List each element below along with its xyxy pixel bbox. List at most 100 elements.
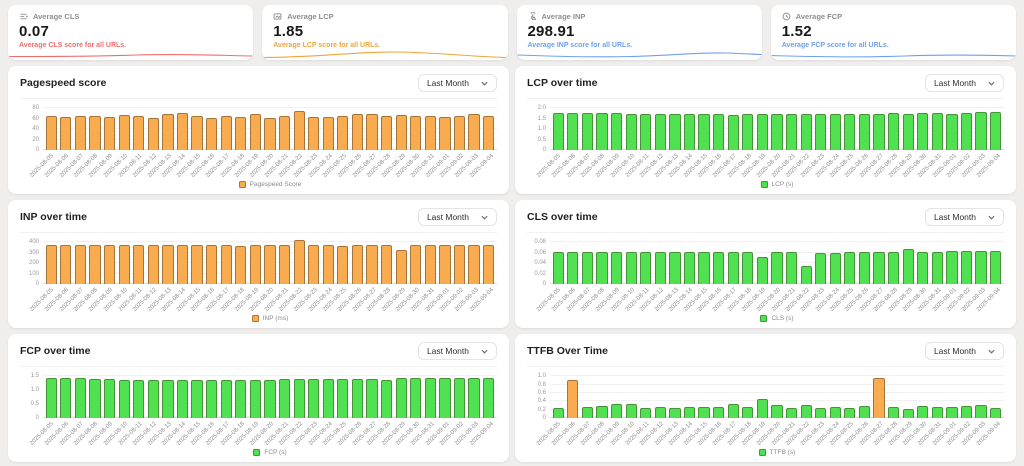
bar-2025-09-02[interactable] <box>960 112 973 150</box>
bar-2025-08-18[interactable] <box>235 117 247 150</box>
bar-2025-09-04[interactable] <box>483 245 495 284</box>
bar-2025-08-07[interactable] <box>74 245 87 284</box>
bar-2025-08-13[interactable] <box>162 244 174 284</box>
bar-2025-08-17[interactable] <box>220 379 232 418</box>
bar-2025-08-12[interactable] <box>654 114 666 150</box>
bar-2025-08-25[interactable] <box>844 114 856 150</box>
bar-2025-08-28[interactable] <box>380 245 393 284</box>
bar-2025-08-28[interactable] <box>887 113 900 150</box>
bar-2025-09-01[interactable] <box>946 113 958 150</box>
bar-2025-08-14[interactable] <box>176 379 189 418</box>
bar-2025-08-30[interactable] <box>410 245 422 284</box>
bar-2025-08-13[interactable] <box>669 251 681 284</box>
bar-2025-08-11[interactable] <box>133 244 145 284</box>
bar-2025-08-11[interactable] <box>133 116 145 150</box>
bar-2025-09-03[interactable] <box>975 112 987 150</box>
bar-2025-08-12[interactable] <box>654 407 666 418</box>
bar-2025-08-18[interactable] <box>742 407 754 418</box>
bar-2025-08-09[interactable] <box>611 113 623 150</box>
bar-2025-08-08[interactable] <box>89 244 101 284</box>
bar-2025-08-25[interactable] <box>337 245 349 284</box>
bar-2025-08-28[interactable] <box>887 252 900 284</box>
bar-2025-08-28[interactable] <box>887 407 900 418</box>
bar-2025-08-07[interactable] <box>581 406 594 418</box>
bar-2025-08-26[interactable] <box>351 245 364 284</box>
bar-2025-08-06[interactable] <box>60 245 72 284</box>
bar-2025-08-14[interactable] <box>683 114 696 150</box>
bar-2025-08-09[interactable] <box>104 378 116 418</box>
bar-2025-08-08[interactable] <box>89 116 101 150</box>
bar-2025-08-15[interactable] <box>698 251 710 284</box>
bar-2025-08-10[interactable] <box>625 251 637 284</box>
bar-2025-08-10[interactable] <box>118 114 130 150</box>
bar-2025-08-26[interactable] <box>858 113 871 150</box>
bar-2025-08-29[interactable] <box>395 249 407 284</box>
bar-2025-08-24[interactable] <box>322 378 334 418</box>
bar-2025-09-03[interactable] <box>468 244 480 284</box>
bar-2025-08-29[interactable] <box>395 114 407 150</box>
bar-2025-08-06[interactable] <box>567 251 579 284</box>
bar-2025-08-12[interactable] <box>147 244 159 284</box>
bar-2025-08-09[interactable] <box>104 117 116 150</box>
bar-2025-08-06[interactable] <box>60 377 72 418</box>
bar-2025-08-07[interactable] <box>581 251 594 284</box>
bar-2025-08-21[interactable] <box>785 114 798 150</box>
time-range-select[interactable]: Last Month <box>924 342 1004 360</box>
bar-2025-08-08[interactable] <box>596 251 608 284</box>
bar-2025-08-11[interactable] <box>640 408 652 418</box>
time-range-select[interactable]: Last Month <box>417 74 497 92</box>
bar-2025-09-02[interactable] <box>960 251 973 284</box>
bar-2025-08-18[interactable] <box>235 245 247 284</box>
bar-2025-08-10[interactable] <box>118 244 130 284</box>
bar-2025-09-01[interactable] <box>439 378 451 418</box>
bar-2025-08-23[interactable] <box>308 378 320 418</box>
bar-2025-08-21[interactable] <box>278 245 291 284</box>
bar-2025-08-26[interactable] <box>858 252 871 284</box>
bar-2025-09-03[interactable] <box>975 405 987 418</box>
bar-2025-08-25[interactable] <box>844 407 856 418</box>
bar-2025-09-01[interactable] <box>439 117 451 150</box>
bar-2025-09-01[interactable] <box>946 407 958 418</box>
bar-2025-09-02[interactable] <box>453 244 466 284</box>
bar-2025-08-07[interactable] <box>74 378 87 418</box>
bar-2025-08-30[interactable] <box>917 251 929 284</box>
bar-2025-08-20[interactable] <box>771 405 783 418</box>
bar-2025-08-31[interactable] <box>424 377 436 418</box>
bar-2025-08-09[interactable] <box>104 245 116 284</box>
bar-2025-08-06[interactable] <box>60 116 72 150</box>
bar-2025-08-21[interactable] <box>785 407 798 418</box>
time-range-select[interactable]: Last Month <box>924 74 1004 92</box>
bar-2025-09-02[interactable] <box>453 378 466 418</box>
bar-2025-08-19[interactable] <box>756 398 768 418</box>
bar-2025-08-26[interactable] <box>351 114 364 150</box>
bar-2025-08-25[interactable] <box>844 252 856 284</box>
bar-2025-08-17[interactable] <box>727 404 739 418</box>
bar-2025-08-05[interactable] <box>45 244 57 284</box>
bar-2025-08-29[interactable] <box>902 248 914 284</box>
bar-2025-09-02[interactable] <box>453 115 466 150</box>
bar-2025-08-23[interactable] <box>308 245 320 284</box>
bar-2025-08-14[interactable] <box>176 245 189 284</box>
bar-2025-08-07[interactable] <box>581 113 594 150</box>
bar-2025-08-15[interactable] <box>191 115 203 150</box>
bar-2025-08-14[interactable] <box>683 407 696 418</box>
bar-2025-08-15[interactable] <box>191 245 203 284</box>
bar-2025-08-21[interactable] <box>278 378 291 418</box>
bar-2025-08-23[interactable] <box>815 113 827 150</box>
bar-2025-08-15[interactable] <box>698 114 710 150</box>
bar-2025-08-30[interactable] <box>917 113 929 150</box>
bar-2025-08-29[interactable] <box>902 113 914 150</box>
bar-2025-08-05[interactable] <box>552 112 564 150</box>
bar-2025-08-30[interactable] <box>410 378 422 418</box>
bar-2025-08-13[interactable] <box>669 114 681 150</box>
bar-2025-08-10[interactable] <box>625 114 637 150</box>
bar-2025-08-22[interactable] <box>800 114 812 150</box>
bar-2025-08-19[interactable] <box>249 114 261 150</box>
bar-2025-08-11[interactable] <box>133 379 145 418</box>
bar-2025-08-18[interactable] <box>235 379 247 418</box>
bar-2025-08-20[interactable] <box>264 379 276 418</box>
bar-2025-09-01[interactable] <box>439 244 451 284</box>
bar-2025-08-11[interactable] <box>640 251 652 284</box>
bar-2025-08-13[interactable] <box>162 114 174 150</box>
bar-2025-08-22[interactable] <box>800 404 812 418</box>
